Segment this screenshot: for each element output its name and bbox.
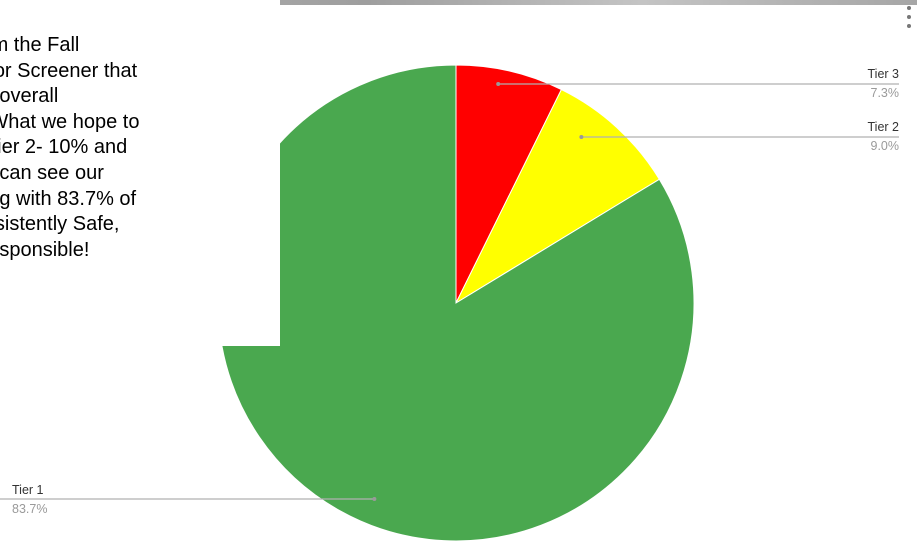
leader-dot: [496, 82, 501, 86]
more-options-icon[interactable]: [906, 6, 912, 32]
description-line: ehavior Screener that: [0, 59, 138, 82]
pie-labels: Tier 3 7.3% Tier 2 9.0% Tier 1 83.7%: [0, 67, 899, 516]
slice-percent: 7.3%: [871, 86, 900, 100]
pie-slice-tier-3[interactable]: [455, 64, 563, 304]
slice-label: Tier 3: [868, 67, 900, 81]
description-line: alth. What we hope to: [0, 110, 140, 133]
slice-label: Tier 1: [12, 483, 44, 497]
description-line: hools overall: [0, 85, 59, 108]
description-line: g consistently Safe,: [0, 213, 120, 236]
slice-percent: 83.7%: [12, 502, 47, 516]
description-line: ta from the Fall: [0, 34, 80, 56]
leader-dot: [372, 497, 377, 501]
slice-percent: 9.0%: [871, 139, 900, 153]
window-top-strip: [0, 0, 917, 5]
slice-label: Tier 2: [868, 120, 900, 134]
pie-slice-tier-1[interactable]: [217, 64, 695, 542]
description-line: 5%, Tier 2- 10% and: [0, 136, 128, 159]
pie-slice-tier-2[interactable]: [454, 88, 661, 305]
description-text-box: ta from the Fall ehavior Screener that h…: [0, 0, 280, 346]
description-line: s you can see our: [0, 161, 104, 184]
pie-slices: [217, 64, 695, 542]
description-line: nd Responsible!: [0, 238, 90, 261]
description-line: mazing with 83.7% of: [0, 187, 137, 210]
leader-dot: [579, 135, 584, 139]
